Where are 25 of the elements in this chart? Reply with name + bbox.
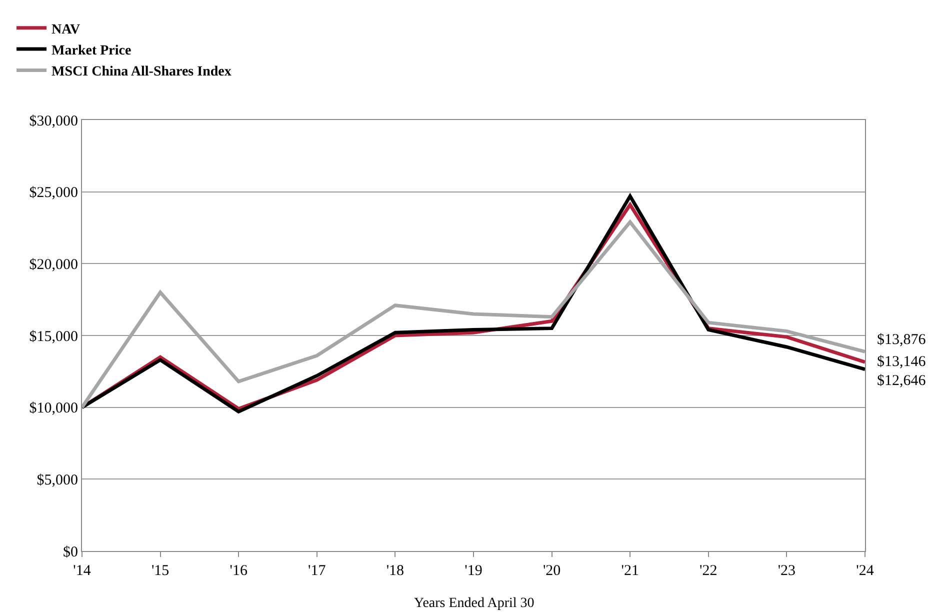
x-tick-label: '18 bbox=[386, 563, 404, 579]
legend-label: NAV bbox=[52, 22, 80, 38]
y-tick-label: $15,000 bbox=[29, 328, 78, 345]
annotation: $13,146 bbox=[877, 354, 926, 370]
x-tick-label: '24 bbox=[856, 563, 874, 579]
x-tick-label: '17 bbox=[308, 563, 326, 579]
x-tick-label: '14 bbox=[73, 563, 92, 579]
y-tick-label: $0 bbox=[63, 544, 78, 560]
y-tick-label: $5,000 bbox=[36, 472, 78, 488]
legend-label: MSCI China All-Shares Index bbox=[52, 64, 232, 80]
annotation: $13,876 bbox=[877, 332, 926, 348]
x-tick-label: '23 bbox=[778, 563, 796, 579]
x-tick-label: '20 bbox=[542, 563, 561, 579]
x-tick-label: '15 bbox=[151, 563, 170, 579]
annotation: $12,646 bbox=[877, 373, 926, 389]
x-tick-label: '19 bbox=[464, 563, 482, 579]
legend-label: Market Price bbox=[52, 44, 132, 59]
y-tick-label: $25,000 bbox=[29, 185, 78, 202]
y-tick-label: $30,000 bbox=[29, 113, 78, 130]
y-tick-label: $10,000 bbox=[29, 400, 78, 417]
x-tick-label: '22 bbox=[700, 563, 718, 579]
x-axis-title: Years Ended April 30 bbox=[414, 596, 534, 611]
y-tick-label: $20,000 bbox=[29, 256, 78, 273]
x-tick-label: '21 bbox=[621, 563, 639, 579]
x-tick-label: '16 bbox=[230, 563, 248, 579]
